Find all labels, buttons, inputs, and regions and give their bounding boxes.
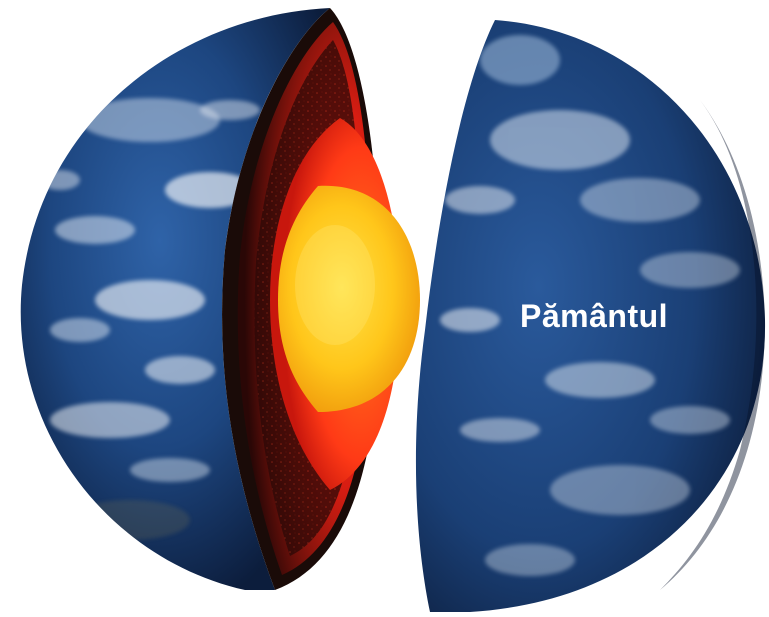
earth-left-hemisphere (20, 8, 331, 590)
inner-core-layer (278, 185, 420, 412)
earth-right-hemisphere (415, 20, 766, 612)
earth-label: Pământul (520, 298, 669, 334)
earth-cutaway-layers (222, 8, 420, 590)
